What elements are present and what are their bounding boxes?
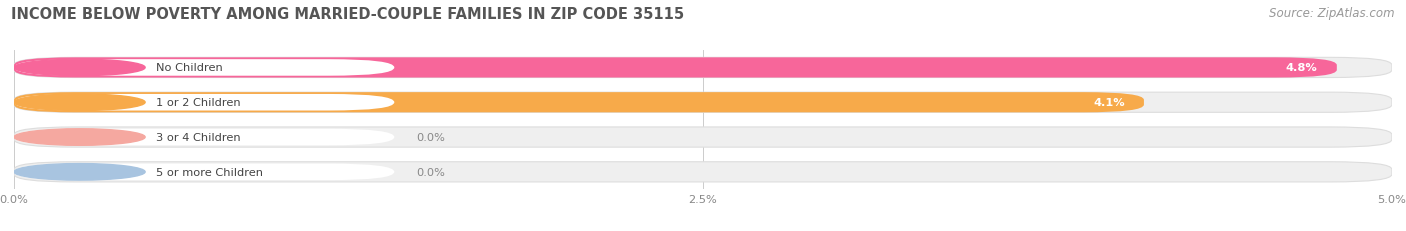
Text: 1 or 2 Children: 1 or 2 Children	[156, 98, 240, 108]
FancyBboxPatch shape	[14, 162, 1392, 182]
Text: INCOME BELOW POVERTY AMONG MARRIED-COUPLE FAMILIES IN ZIP CODE 35115: INCOME BELOW POVERTY AMONG MARRIED-COUPL…	[11, 7, 685, 22]
FancyBboxPatch shape	[14, 93, 1144, 113]
FancyBboxPatch shape	[14, 93, 1392, 113]
FancyBboxPatch shape	[14, 94, 394, 111]
Circle shape	[14, 164, 145, 180]
FancyBboxPatch shape	[14, 58, 1337, 78]
Text: 4.8%: 4.8%	[1285, 63, 1317, 73]
Circle shape	[14, 129, 145, 146]
FancyBboxPatch shape	[14, 129, 394, 146]
FancyBboxPatch shape	[14, 58, 1392, 78]
Text: Source: ZipAtlas.com: Source: ZipAtlas.com	[1270, 7, 1395, 20]
Text: 0.0%: 0.0%	[416, 132, 446, 143]
Circle shape	[14, 94, 145, 111]
Text: 4.1%: 4.1%	[1092, 98, 1125, 108]
Circle shape	[14, 60, 145, 76]
Text: 3 or 4 Children: 3 or 4 Children	[156, 132, 240, 143]
Text: No Children: No Children	[156, 63, 224, 73]
FancyBboxPatch shape	[14, 128, 1392, 148]
Text: 0.0%: 0.0%	[416, 167, 446, 177]
Text: 5 or more Children: 5 or more Children	[156, 167, 263, 177]
FancyBboxPatch shape	[14, 164, 394, 180]
FancyBboxPatch shape	[14, 60, 394, 76]
